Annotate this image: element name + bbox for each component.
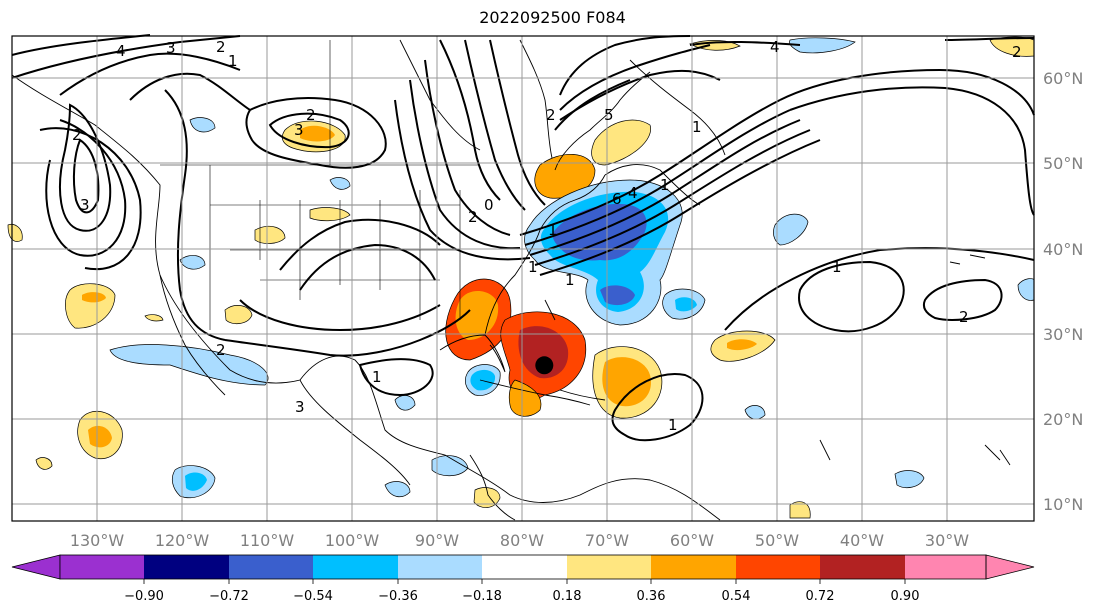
lat-tick-label: 50°N [1043, 154, 1083, 173]
contour-label: 1 [692, 118, 702, 136]
positive-anomaly-shading [7, 36, 1035, 519]
colorbar-segment [482, 555, 567, 579]
lon-tick-label: 80°W [500, 531, 544, 550]
colorbar-segment [651, 555, 736, 579]
colorbar-segment [905, 555, 986, 579]
contour-label: 2 [1012, 43, 1022, 61]
contour-label: 3 [166, 39, 176, 57]
contour-lines [11, 34, 1035, 442]
contour-label: 2 [216, 38, 226, 56]
colorbar-segment [229, 555, 313, 579]
lon-tick-label: 60°W [670, 531, 714, 550]
contour-label: 3 [294, 121, 304, 139]
contour-label: 1 [668, 416, 678, 434]
contour-label: 2 [216, 341, 226, 359]
colorbar-tick-label: −0.72 [209, 589, 249, 604]
map-area: 4 3 2 1 2 3 2 4 2 3 1 3 2 1 2 1 6 5 4 1 … [7, 34, 1035, 522]
colorbar-segment [313, 555, 398, 579]
colorbar-tick-label: −0.18 [462, 589, 502, 604]
contour-label: 6 [612, 190, 622, 208]
contour-label: 3 [295, 398, 305, 416]
contour-label: 1 [660, 176, 670, 194]
lat-tick-label: 10°N [1043, 495, 1083, 514]
contour-label: 3 [80, 196, 90, 214]
lat-tick-label: 60°N [1043, 69, 1083, 88]
longitude-tick-labels: 130°W 120°W 110°W 100°W 90°W 80°W 70°W 6… [70, 531, 969, 550]
storm-center-marker [535, 356, 554, 375]
coastlines-borders [11, 39, 1011, 521]
lon-tick-label: 30°W [925, 531, 969, 550]
lon-tick-label: 70°W [585, 531, 629, 550]
colorbar-tick-label: −0.36 [378, 589, 418, 604]
colorbar-segment [398, 555, 482, 579]
lon-tick-label: 100°W [325, 531, 380, 550]
colorbar-tick-label: 0.18 [553, 589, 582, 604]
contour-label: 5 [604, 106, 614, 124]
contour-label: 2 [546, 106, 556, 124]
lon-tick-label: 40°W [840, 531, 884, 550]
colorbar-segment [820, 555, 905, 579]
lon-tick-label: 90°W [415, 531, 459, 550]
contour-label: 4 [116, 42, 126, 60]
lon-tick-label: 110°W [240, 531, 295, 550]
contour-label: 4 [628, 184, 638, 202]
contour-label: 2 [468, 208, 478, 226]
colorbar-segment [736, 555, 820, 579]
lon-tick-label: 120°W [155, 531, 210, 550]
lat-tick-label: 40°N [1043, 240, 1083, 259]
contour-label: 0 [484, 196, 494, 214]
colorbar: −0.90 −0.72 −0.54 −0.36 −0.18 0.18 0.36 … [11, 554, 1035, 604]
contour-label: 1 [832, 258, 842, 276]
colorbar-tick-label: −0.90 [124, 589, 164, 604]
colorbar-extend-max [985, 554, 1035, 580]
latitude-tick-labels: 60°N 50°N 40°N 30°N 20°N 10°N [1043, 69, 1083, 514]
colorbar-tick-label: 0.90 [891, 589, 920, 604]
colorbar-tick-label: 0.36 [637, 589, 666, 604]
contour-label: 4 [770, 38, 780, 56]
contour-label: 1 [372, 368, 382, 386]
colorbar-tick-label: −0.54 [293, 589, 333, 604]
map-title: 2022092500 F084 [479, 8, 626, 27]
contour-label: 1 [548, 221, 558, 239]
colorbar-segment [567, 555, 651, 579]
colorbar-tick-label: 0.54 [722, 589, 751, 604]
contour-labels: 4 3 2 1 2 3 2 4 2 3 1 3 2 1 2 1 6 5 4 1 … [72, 38, 1022, 434]
contour-label: 2 [959, 308, 969, 326]
graticule [12, 36, 1034, 521]
colorbar-extend-min [11, 554, 61, 580]
colorbar-segment [144, 555, 229, 579]
contour-label: 2 [72, 126, 82, 144]
colorbar-segment [60, 555, 144, 579]
map-frame [11, 35, 1035, 522]
lat-tick-label: 30°N [1043, 325, 1083, 344]
contour-label: 2 [306, 106, 316, 124]
contour-label: 1 [565, 271, 575, 289]
lon-tick-label: 130°W [70, 531, 125, 550]
lon-tick-label: 50°W [755, 531, 799, 550]
colorbar-tick-label: 0.72 [806, 589, 835, 604]
lat-tick-label: 20°N [1043, 410, 1083, 429]
contour-label: 1 [228, 52, 238, 70]
contour-label: 1 [528, 258, 538, 276]
